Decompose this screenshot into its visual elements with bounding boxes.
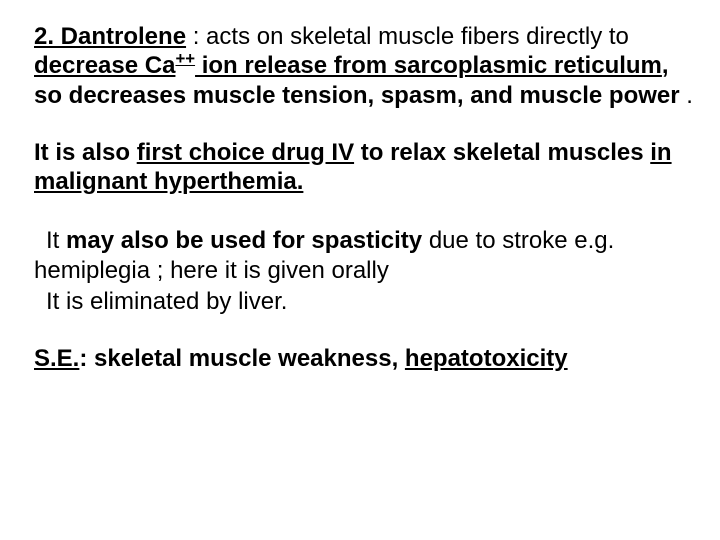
paragraph-spasticity: It may also be used for spasticity due t… — [34, 226, 702, 285]
paragraph-sideeffects: S.E.: skeletal muscle weakness, hepatoto… — [34, 344, 702, 373]
paragraph-elimination: It is eliminated by liver. — [34, 287, 702, 316]
text-segment: ion release from sarcoplasmic reticulum — [195, 52, 662, 79]
text-segment: It is eliminated by liver. — [46, 288, 287, 315]
drug-name: 2. Dantrolene — [34, 23, 186, 50]
superscript: ++ — [175, 49, 195, 68]
text-segment: . — [680, 82, 693, 109]
text-segment: , — [392, 345, 405, 372]
text-segment: decrease Ca — [34, 52, 175, 79]
text-segment: : acts on skeletal muscle fibers directl… — [186, 23, 629, 50]
abbrev-se: S.E. — [34, 345, 79, 372]
text-segment: skeletal muscle weakness — [94, 345, 392, 372]
paragraph-firstchoice: It is also first choice drug IV to relax… — [34, 138, 702, 197]
text-segment: It — [34, 227, 66, 254]
text-segment: first choice drug IV — [137, 139, 354, 166]
text-segment: may also be used for spasticity — [66, 227, 422, 254]
paragraph-dantrolene: 2. Dantrolene : acts on skeletal muscle … — [34, 22, 702, 110]
text-segment: : — [79, 345, 94, 372]
text-segment: hepatotoxicity — [405, 345, 568, 372]
text-segment: It is also — [34, 139, 137, 166]
text-segment: to relax skeletal muscles — [354, 139, 650, 166]
